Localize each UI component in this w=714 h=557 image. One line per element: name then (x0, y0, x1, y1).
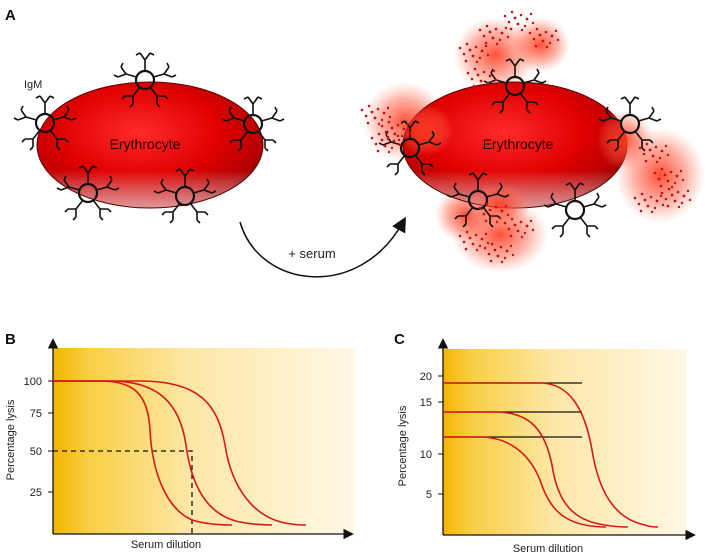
igm-label: IgM (24, 79, 42, 91)
plot-c-ytick-10: 10 (420, 449, 432, 461)
plot-c-curve-1 (443, 436, 607, 528)
plot-c: 20 15 10 5 Percentage lysis Serum diluti… (397, 338, 696, 555)
plot-b-curve-2 (53, 380, 273, 526)
plot-b-background (53, 348, 355, 534)
plot-b-ytick-100: 100 (24, 376, 42, 388)
plot-c-x-label: Serum dilution (513, 543, 583, 555)
erythrocyte-cell-right (402, 81, 628, 209)
plot-b-curve-1 (53, 380, 233, 526)
plot-b: 100 75 50 25 Percentage lysis Serum dilu… (5, 338, 354, 551)
plot-b-y-label: Percentage lysis (5, 399, 17, 480)
plot-b-reference-line (53, 450, 193, 534)
plot-b-ytick-25: 25 (30, 487, 42, 499)
plot-c-ytick-20: 20 (420, 371, 432, 383)
panel-a-letter: A (5, 7, 16, 24)
plot-b-x-label: Serum dilution (131, 539, 201, 551)
erythrocyte-cell-left (36, 81, 264, 209)
plot-b-ytick-75: 75 (30, 408, 42, 420)
erythrocyte-label-left: Erythrocyte (110, 136, 181, 152)
plot-b-ytick-50: 50 (30, 446, 42, 458)
plot-c-ytick-5: 5 (426, 489, 432, 501)
panel-c-letter: C (394, 331, 405, 348)
plot-c-curve-2 (443, 411, 629, 528)
serum-arrow-label: + serum (288, 246, 335, 261)
panel-b-letter: B (5, 331, 16, 348)
plot-b-curve-3 (53, 380, 307, 526)
curved-arrow-icon (239, 216, 406, 278)
plot-c-y-label: Percentage lysis (397, 405, 409, 486)
plot-c-ytick-15: 15 (420, 397, 432, 409)
plot-c-curve-3 (443, 382, 659, 528)
erythrocyte-label-right: Erythrocyte (483, 136, 554, 152)
plot-c-background (443, 349, 687, 535)
